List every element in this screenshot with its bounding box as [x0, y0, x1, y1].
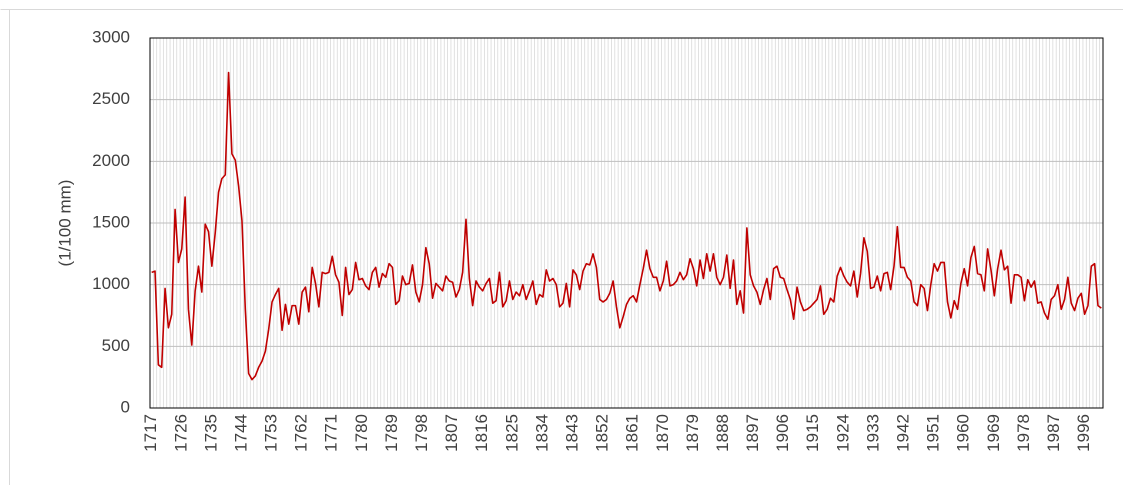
- y-tick-label: 3000: [92, 27, 130, 46]
- y-tick-label: 2500: [92, 89, 130, 108]
- x-tick-label: 1942: [894, 414, 913, 452]
- x-tick-label: 1798: [412, 414, 431, 452]
- x-tick-label: 1744: [231, 414, 250, 452]
- x-tick-label: 1852: [593, 414, 612, 452]
- x-tick-label: 1978: [1014, 414, 1033, 452]
- x-tick-label: 1807: [442, 414, 461, 452]
- x-tick-label: 1726: [171, 414, 190, 452]
- x-tick-label: 1969: [984, 414, 1003, 452]
- x-tick-label: 1906: [773, 414, 792, 452]
- data-line: [151, 71, 1102, 381]
- x-tick-label: 1996: [1074, 414, 1093, 452]
- x-tick-label: 1825: [502, 414, 521, 452]
- y-tick-label: 500: [102, 336, 130, 355]
- x-tick-label: 1753: [262, 414, 281, 452]
- x-tick-label: 1735: [201, 414, 220, 452]
- x-tick-label: 1897: [743, 414, 762, 452]
- x-tick-label: 1987: [1044, 414, 1063, 452]
- x-tick-label: 1789: [382, 414, 401, 452]
- x-tick-label: 1951: [924, 414, 943, 452]
- x-tick-label: 1924: [833, 414, 852, 452]
- x-tick-label: 1816: [472, 414, 491, 452]
- x-tick-label: 1717: [141, 414, 160, 452]
- x-tick-label: 1762: [292, 414, 311, 452]
- x-tick-label: 1843: [562, 414, 581, 452]
- x-tick-label: 1834: [532, 414, 551, 452]
- plot-border: [149, 37, 1104, 409]
- x-tick-label: 1780: [352, 414, 371, 452]
- y-tick-label: 1000: [92, 274, 130, 293]
- x-tick-label: 1915: [803, 414, 822, 452]
- x-tick-label: 1870: [653, 414, 672, 452]
- y-axis-title: (1/100 mm): [55, 180, 74, 267]
- y-tick-label: 2000: [92, 151, 130, 170]
- x-tick-label: 1888: [713, 414, 732, 452]
- y-tick-label: 0: [121, 397, 130, 416]
- x-tick-label: 1879: [683, 414, 702, 452]
- x-tick-label: 1933: [863, 414, 882, 452]
- x-tick-label: 1771: [322, 414, 341, 452]
- x-tick-label: 1861: [623, 414, 642, 452]
- y-tick-label: 1500: [92, 212, 130, 231]
- x-tick-label: 1960: [954, 414, 973, 452]
